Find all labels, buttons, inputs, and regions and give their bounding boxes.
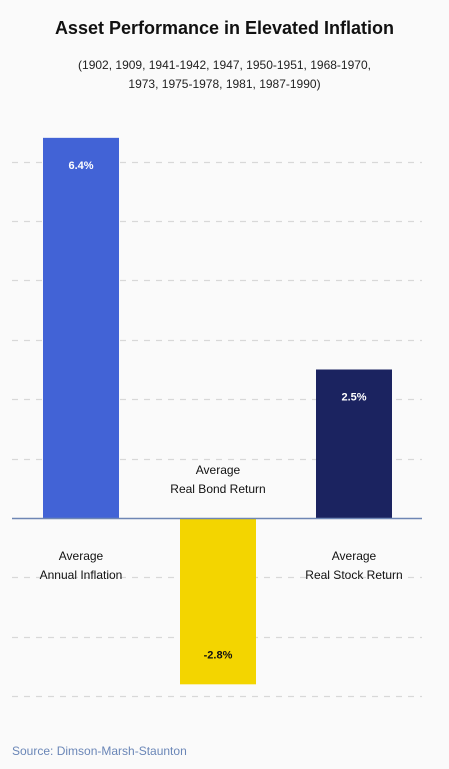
bar-2 bbox=[180, 518, 256, 685]
data-label-3: 2.5% bbox=[341, 392, 366, 404]
category-label-2: Real Bond Return bbox=[170, 482, 265, 496]
bar-1 bbox=[43, 137, 119, 518]
chart-subtitle-line-2: 1973, 1975-1978, 1981, 1987-1990) bbox=[128, 77, 321, 91]
source-note: Source: Dimson-Marsh-Staunton bbox=[12, 744, 187, 758]
chart-title: Asset Performance in Elevated Inflation bbox=[54, 18, 395, 38]
category-label-1: Average bbox=[59, 549, 104, 563]
category-label-2: Average bbox=[196, 463, 241, 477]
bar-3 bbox=[316, 369, 392, 518]
data-label-2: -2.8% bbox=[204, 649, 233, 661]
category-label-3: Real Stock Return bbox=[305, 568, 402, 582]
category-label-3: Average bbox=[332, 549, 377, 563]
data-label-1: 6.4% bbox=[68, 160, 93, 172]
chart-subtitle-line-1: (1902, 1909, 1941-1942, 1947, 1950-1951,… bbox=[78, 58, 371, 72]
category-label-1: Annual Inflation bbox=[40, 568, 123, 582]
